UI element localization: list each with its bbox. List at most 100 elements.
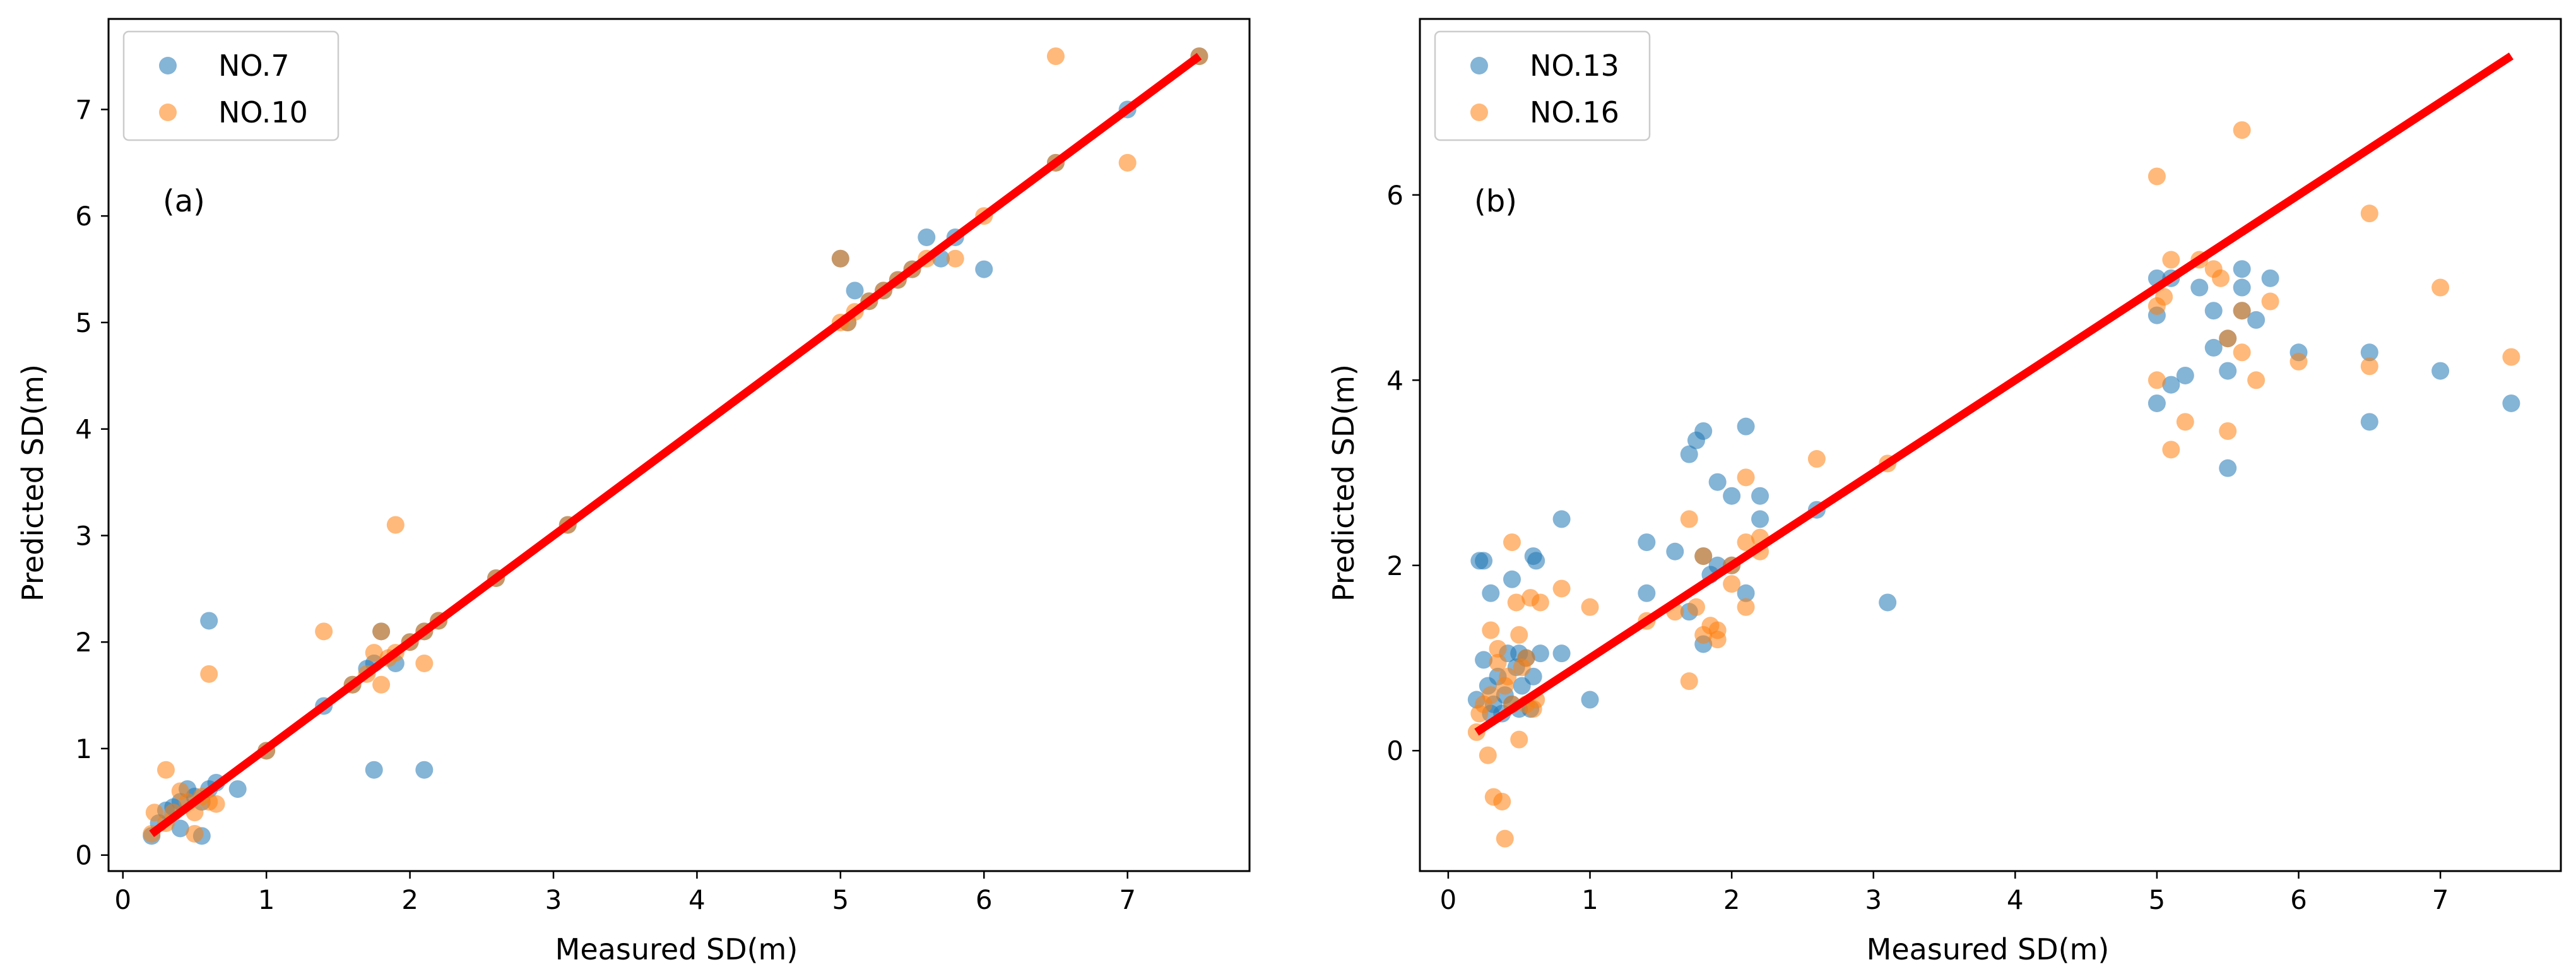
legend-marker xyxy=(159,104,177,121)
scatter-point-no16 xyxy=(1694,547,1713,566)
scatter-point-no16 xyxy=(2360,205,2378,223)
scatter-point-no16 xyxy=(1737,598,1755,616)
legend-marker xyxy=(159,57,177,74)
scatter-point-no16 xyxy=(1482,621,1500,639)
legend-label: NO.10 xyxy=(218,95,308,129)
scatter-point-no13 xyxy=(1737,584,1755,602)
scatter-point-no16 xyxy=(1581,598,1599,616)
scatter-point-no16 xyxy=(1680,510,1698,528)
scatter-point-no16 xyxy=(2219,329,2237,348)
scatter-point-no13 xyxy=(1531,644,1549,663)
scatter-point-no16 xyxy=(1807,450,1826,468)
scatter-point-no13 xyxy=(2176,366,2194,384)
scatter-point-no13 xyxy=(2148,394,2166,412)
scatter-point-no16 xyxy=(1489,639,1507,658)
scatter-point-no13 xyxy=(1694,422,1713,440)
scatter-point-no13 xyxy=(2204,302,2223,320)
x-tick-label: 0 xyxy=(1440,884,1457,915)
scatter-point-no7 xyxy=(415,761,434,779)
scatter-point-no7 xyxy=(918,228,936,246)
scatter-point-no16 xyxy=(1507,593,1525,612)
x-tick-label: 1 xyxy=(258,884,275,915)
chart-panel-b: Measured SD(m) Predicted SD(m) (b) 0 1 2 3 4… xyxy=(1326,18,2562,966)
scatter-point-no16 xyxy=(2261,292,2279,311)
y-tick-label: 2 xyxy=(1386,550,1403,581)
chart-panel-a: Measured SD(m) Predicted SD(m) (a) 0 1 2 3 4… xyxy=(16,18,1251,966)
legend-marker xyxy=(1470,104,1488,121)
scatter-point-no13 xyxy=(2190,278,2209,297)
scatter-point-no13 xyxy=(2247,311,2266,329)
scatter-point-no16 xyxy=(1680,672,1698,691)
scatter-point-no7 xyxy=(171,819,189,838)
scatter-point-no10 xyxy=(415,654,434,672)
scatter-point-no13 xyxy=(1475,651,1493,669)
panel-label: (b) xyxy=(1474,184,1517,219)
x-tick-label: 1 xyxy=(1581,884,1598,915)
y-tick-label: 7 xyxy=(75,94,92,125)
scatter-point-no16 xyxy=(1482,686,1500,704)
scatter-point-no16 xyxy=(2148,167,2166,186)
scatter-point-no7 xyxy=(200,612,218,630)
scatter-point-no16 xyxy=(2148,371,2166,389)
scatter-point-no10 xyxy=(386,516,405,534)
y-tick-label: 0 xyxy=(75,840,92,871)
scatter-point-no13 xyxy=(1503,570,1521,588)
scatter-point-no16 xyxy=(1737,533,1755,552)
x-tick-label: 4 xyxy=(688,884,706,915)
scatter-point-no16 xyxy=(2211,269,2230,287)
x-axis-title: Measured SD(m) xyxy=(555,932,798,966)
y-tick-label: 0 xyxy=(1386,735,1403,766)
scatter-point-no13 xyxy=(2219,362,2237,380)
scatter-point-no13 xyxy=(1475,552,1493,570)
scatter-point-no13 xyxy=(1879,593,1897,612)
plot-area xyxy=(1419,18,2562,872)
scatter-point-no13 xyxy=(1680,445,1698,463)
scatter-point-no13 xyxy=(1581,691,1599,709)
scatter-point-no10 xyxy=(831,249,849,268)
scatter-point-no13 xyxy=(2502,394,2520,412)
scatter-point-no16 xyxy=(1687,598,1705,616)
scatter-point-no13 xyxy=(2233,278,2251,297)
x-tick-label: 4 xyxy=(2007,884,2024,915)
scatter-point-no16 xyxy=(2162,441,2180,459)
scatter-point-no13 xyxy=(1638,533,1656,552)
scatter-point-no10 xyxy=(372,622,391,641)
scatter-point-no13 xyxy=(1751,487,1770,505)
y-tick-label: 4 xyxy=(1386,365,1403,396)
legend xyxy=(122,30,340,141)
fit-line xyxy=(1474,52,2514,736)
scatter-point-no13 xyxy=(1751,510,1770,528)
scatter-point-no16 xyxy=(1510,730,1528,749)
scatter-point-no10 xyxy=(1046,47,1065,66)
scatter-point-no16 xyxy=(1489,653,1507,672)
x-tick-label: 6 xyxy=(976,884,993,915)
scatter-point-no10 xyxy=(186,824,204,843)
scatter-point-no13 xyxy=(1666,542,1684,561)
scatter-point-no16 xyxy=(1499,667,1517,685)
scatter-point-no10 xyxy=(145,804,163,822)
y-tick-label: 6 xyxy=(75,201,92,232)
scatter-point-no13 xyxy=(1552,644,1571,663)
scatter-point-no10 xyxy=(946,249,964,268)
x-tick-label: 2 xyxy=(401,884,418,915)
scatter-point-no16 xyxy=(2233,343,2251,362)
scatter-point-no10 xyxy=(157,761,175,779)
scatter-point-no10 xyxy=(200,665,218,683)
scatter-point-no16 xyxy=(2233,121,2251,139)
scatter-point-no16 xyxy=(1737,468,1755,487)
scatter-point-no10 xyxy=(365,644,383,662)
scatter-point-no16 xyxy=(1708,621,1727,639)
scatter-point-no16 xyxy=(1510,626,1528,644)
legend-marker xyxy=(1470,57,1488,74)
scatter-point-no16 xyxy=(1479,746,1497,764)
scatter-point-no16 xyxy=(1531,593,1549,612)
y-tick-label: 2 xyxy=(75,627,92,658)
scatter-point-no7 xyxy=(365,761,383,779)
scatter-point-no13 xyxy=(1482,584,1500,602)
scatter-point-no16 xyxy=(2247,371,2266,389)
scatter-point-no13 xyxy=(1737,417,1755,436)
y-tick-label: 4 xyxy=(75,414,92,445)
y-axis-title: Predicted SD(m) xyxy=(16,364,50,602)
scatter-point-no16 xyxy=(2289,352,2308,371)
x-tick-label: 7 xyxy=(1119,884,1136,915)
